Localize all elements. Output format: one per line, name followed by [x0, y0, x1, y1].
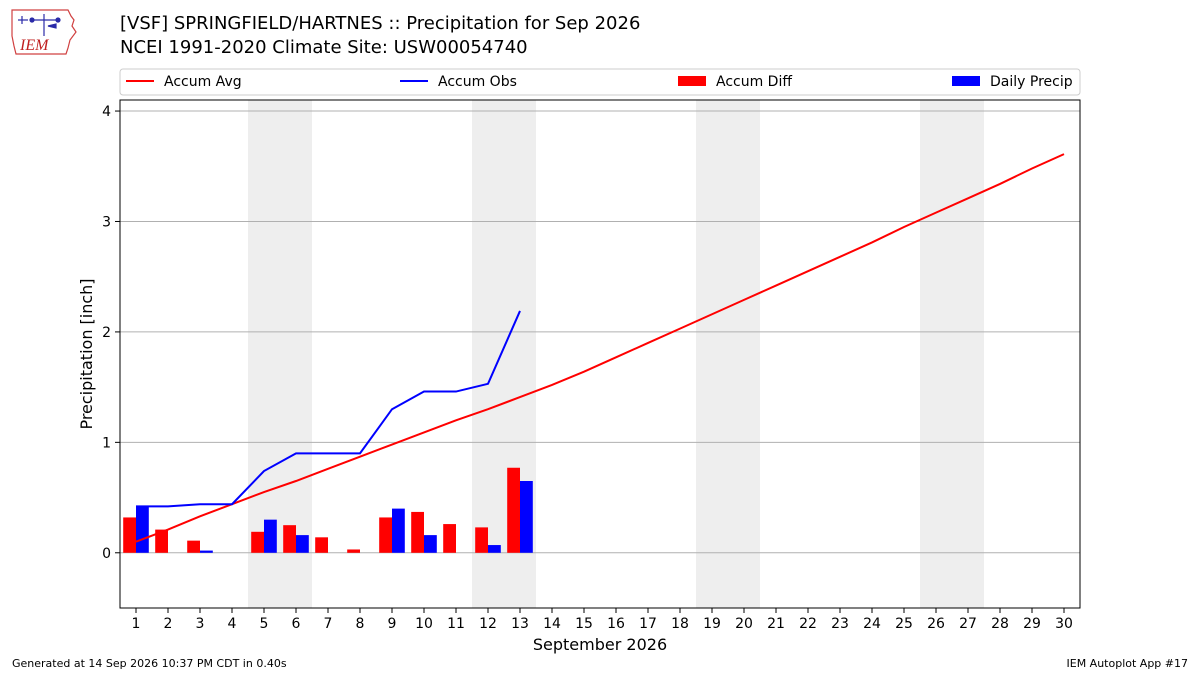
weekend-shading [248, 100, 984, 608]
accum-diff-bar [475, 527, 488, 553]
legend-label: Daily Precip [990, 74, 1073, 90]
x-tick-label: 15 [575, 616, 593, 632]
y-tick-label: 3 [102, 214, 111, 230]
x-tick-label: 30 [1055, 616, 1073, 632]
weather-station-icon [18, 14, 61, 36]
x-tick-label: 6 [292, 616, 301, 632]
accum-diff-bar [379, 517, 392, 553]
x-tick-label: 2 [164, 616, 173, 632]
x-tick-label: 29 [1023, 616, 1041, 632]
accum-avg-line [135, 153, 1065, 543]
x-tick-label: 10 [415, 616, 433, 632]
x-tick-label: 8 [356, 616, 365, 632]
accum-diff-bar [315, 537, 328, 553]
daily-precip-bar [520, 481, 533, 553]
daily-precip-bar [296, 535, 309, 553]
footer-app-text: IEM Autoplot App #17 [1066, 657, 1189, 670]
x-tick-label: 22 [799, 616, 817, 632]
daily-precip-bar [200, 550, 213, 553]
x-tick-label: 14 [543, 616, 561, 632]
x-tick-label: 12 [479, 616, 497, 632]
x-tick-label: 27 [959, 616, 977, 632]
x-tick-label: 25 [895, 616, 913, 632]
accum-diff-bar [187, 540, 200, 553]
weekend-band [248, 100, 312, 608]
x-tick-label: 11 [447, 616, 465, 632]
x-tick-label: 17 [639, 616, 657, 632]
y-tick-label: 4 [102, 104, 111, 120]
x-tick-label: 4 [228, 616, 237, 632]
x-tick-label: 28 [991, 616, 1009, 632]
accum-diff-bar [155, 529, 168, 553]
x-tick-label: 23 [831, 616, 849, 632]
accum-diff-bar [443, 524, 456, 553]
x-tick-label: 3 [196, 616, 205, 632]
accum-obs-line [136, 310, 521, 508]
daily-precip-bar [424, 535, 437, 553]
x-tick-label: 21 [767, 616, 785, 632]
iem-logo: IEM [11, 9, 77, 55]
weekend-band [696, 100, 760, 608]
legend-label: Accum Diff [716, 74, 792, 90]
bars [123, 467, 533, 553]
x-tick-label: 16 [607, 616, 625, 632]
daily-precip-bar [488, 545, 501, 553]
accum-diff-bar [507, 467, 520, 553]
x-tick-label: 5 [260, 616, 269, 632]
weekend-band [920, 100, 984, 608]
accum-diff-bar [411, 511, 424, 553]
chart-subtitle: NCEI 1991-2020 Climate Site: USW00054740 [120, 37, 528, 58]
x-tick-label: 1 [132, 616, 141, 632]
y-tick-label: 2 [102, 325, 111, 341]
accum-diff-bar [347, 549, 360, 553]
accum-diff-bar [251, 531, 264, 553]
footer-generated-text: Generated at 14 Sep 2026 10:37 PM CDT in… [12, 657, 287, 670]
x-axis-label: September 2026 [533, 635, 667, 654]
accum-diff-bar [283, 525, 296, 553]
x-tick-label: 13 [511, 616, 529, 632]
legend-swatch-bar [952, 76, 980, 86]
daily-precip-bar [392, 508, 405, 553]
chart-title: [VSF] SPRINGFIELD/HARTNES :: Precipitati… [120, 13, 641, 34]
x-tick-label: 24 [863, 616, 881, 632]
x-tick-label: 19 [703, 616, 721, 632]
legend-label: Accum Avg [164, 74, 242, 90]
logo-text: IEM [19, 37, 50, 54]
y-tick-label: 1 [102, 435, 111, 451]
x-tick-label: 26 [927, 616, 945, 632]
legend-label: Accum Obs [438, 74, 517, 90]
lines [135, 153, 1065, 543]
x-tick-label: 20 [735, 616, 753, 632]
accum-diff-bar [123, 517, 136, 553]
iowa-state-outline [11, 9, 77, 55]
plot-frame [119, 99, 1081, 609]
x-tick-label: 7 [324, 616, 333, 632]
y-tick-label: 0 [102, 546, 111, 562]
legend: Accum Avg Accum Obs Accum Diff Daily Precip [119, 68, 1081, 96]
legend-box [119, 68, 1081, 96]
y-axis-label: Precipitation [inch] [77, 278, 96, 429]
x-tick-label: 18 [671, 616, 689, 632]
daily-precip-bar [136, 506, 149, 553]
x-tick-label: 9 [388, 616, 397, 632]
grid-lines [120, 110, 1080, 554]
daily-precip-bar [264, 519, 277, 553]
legend-swatch-bar [678, 76, 706, 86]
